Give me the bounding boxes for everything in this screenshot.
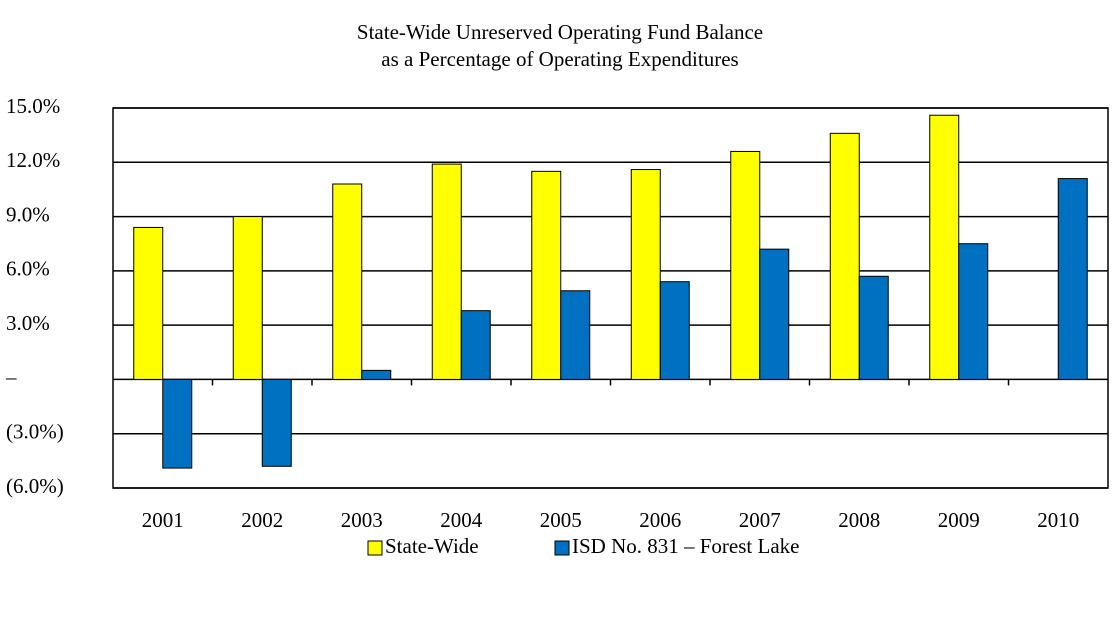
- bar: [133, 226, 164, 380]
- y-tick-label: 9.0%: [6, 202, 50, 226]
- x-tick-label: 2010: [1037, 508, 1079, 532]
- bar: [1057, 178, 1088, 380]
- bar: [162, 378, 193, 469]
- y-tick-label: (3.0%): [6, 420, 64, 444]
- bar: [858, 275, 889, 380]
- bar: [759, 248, 790, 380]
- bar: [829, 132, 860, 380]
- bar: [531, 170, 562, 380]
- legend-swatch: [554, 540, 570, 556]
- x-tick-label: 2004: [440, 508, 483, 532]
- y-tick-label: 12.0%: [6, 148, 60, 172]
- x-tick-label: 2003: [341, 508, 383, 532]
- x-tick-label: 2002: [241, 508, 283, 532]
- bar: [630, 169, 661, 380]
- bar: [261, 378, 292, 467]
- x-tick-label: 2006: [639, 508, 681, 532]
- x-tick-label: 2009: [938, 508, 980, 532]
- bar: [332, 183, 363, 380]
- bar: [232, 216, 263, 380]
- x-tick-label: 2008: [838, 508, 880, 532]
- bar: [958, 243, 989, 380]
- bar: [659, 281, 690, 380]
- bar: [929, 114, 960, 380]
- chart-title: State-Wide Unreserved Operating Fund Bal…: [357, 20, 763, 44]
- bar: [460, 310, 491, 380]
- legend-swatch: [367, 540, 383, 556]
- bar: [730, 150, 761, 380]
- chart-subtitle: as a Percentage of Operating Expenditure…: [381, 47, 738, 71]
- y-tick-label: 15.0%: [6, 94, 60, 118]
- y-tick-label: –: [5, 365, 17, 389]
- y-tick-label: 6.0%: [6, 257, 50, 281]
- x-tick-label: 2007: [739, 508, 781, 532]
- bar: [560, 290, 591, 380]
- legend-label: State-Wide: [385, 534, 479, 558]
- bar: [431, 163, 462, 380]
- plot-frame: [112, 107, 1109, 489]
- x-tick-label: 2001: [142, 508, 184, 532]
- x-tick-label: 2005: [540, 508, 582, 532]
- y-tick-label: 3.0%: [6, 311, 50, 335]
- legend-label: ISD No. 831 – Forest Lake: [572, 534, 799, 558]
- y-tick-label: (6.0%): [6, 474, 64, 498]
- bar: [361, 369, 392, 380]
